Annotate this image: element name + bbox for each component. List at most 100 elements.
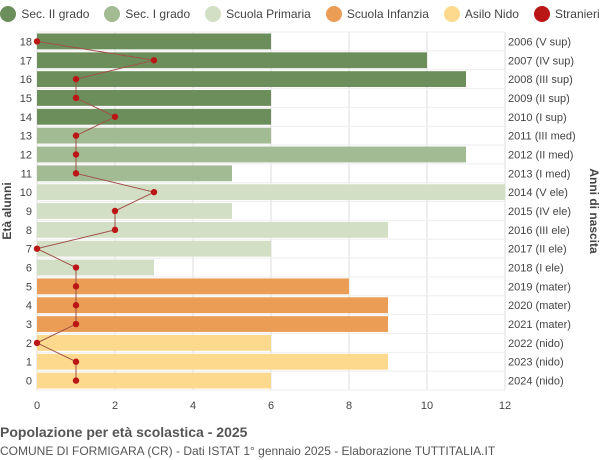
- year-tick-label: 2007 (IV sup): [508, 55, 574, 67]
- bar: [37, 184, 505, 201]
- year-tick-label: 2019 (mater): [508, 281, 571, 293]
- stranieri-point: [72, 377, 80, 384]
- legend-item: Scuola Infanzia: [325, 6, 429, 22]
- year-tick-label: 2010 (I sup): [508, 112, 567, 124]
- x-tick-label: 0: [34, 400, 40, 412]
- age-tick-label: 17: [20, 55, 32, 67]
- age-tick-label: 9: [26, 206, 32, 218]
- bar: [37, 334, 271, 351]
- bar: [37, 297, 388, 314]
- year-tick-label: 2018 (I ele): [508, 263, 564, 275]
- bar: [37, 52, 427, 69]
- legend-swatch: [104, 6, 121, 22]
- year-tick-label: 2022 (nido): [508, 338, 564, 350]
- age-tick-label: 1: [26, 357, 32, 369]
- year-tick-label: 2016 (III ele): [508, 225, 570, 237]
- legend-item: Scuola Primaria: [205, 6, 311, 22]
- stranieri-point: [72, 75, 80, 83]
- stranieri-point: [33, 339, 41, 347]
- age-tick-label: 11: [21, 168, 32, 180]
- stranieri-point: [111, 113, 119, 120]
- legend-label: Stranieri: [554, 7, 600, 21]
- legend-swatch: [0, 6, 17, 22]
- year-tick-label: 2006 (V sup): [508, 36, 571, 48]
- legend-label: Scuola Primaria: [226, 7, 311, 21]
- age-tick-label: 18: [20, 36, 32, 48]
- chart-legend: Sec. II grado Sec. I grado Scuola Primaria…: [0, 6, 600, 22]
- stranieri-point: [111, 207, 119, 215]
- age-tick-label: 15: [20, 93, 32, 105]
- age-tick-label: 7: [26, 244, 32, 256]
- stranieri-point: [72, 94, 80, 102]
- bar: [37, 221, 388, 238]
- age-tick-label: 0: [26, 376, 32, 388]
- bar: [37, 203, 232, 219]
- age-tick-label: 6: [26, 263, 32, 275]
- year-tick-label: 2014 (V ele): [508, 187, 568, 199]
- stranieri-point: [72, 132, 80, 139]
- stranieri-point: [72, 170, 80, 177]
- stranieri-point: [72, 320, 80, 328]
- bar: [37, 278, 349, 295]
- legend-label: Scuola Infanzia: [346, 7, 429, 21]
- year-tick-label: 2013 (I med): [508, 168, 570, 180]
- legend-item: Stranieri: [533, 6, 600, 22]
- chart-subtitle: COMUNE DI FORMIGARA (CR) - Dati ISTAT 1°…: [0, 444, 496, 458]
- year-tick-label: 2011 (III med): [508, 131, 576, 143]
- x-tick-label: 2: [112, 400, 118, 412]
- bar: [37, 240, 271, 257]
- age-tick-label: 10: [20, 187, 32, 199]
- bar: [37, 90, 271, 106]
- age-tick-label: 13: [20, 131, 32, 143]
- legend-item: Sec. II grado: [0, 6, 89, 22]
- stranieri-point: [111, 226, 119, 234]
- age-tick-label: 14: [20, 112, 32, 124]
- legend-item: Sec. I grado: [104, 6, 190, 22]
- stranieri-point: [72, 358, 80, 365]
- age-tick-label: 8: [26, 225, 32, 237]
- legend-label: Sec. II grado: [21, 7, 90, 21]
- age-tick-label: 3: [26, 319, 32, 331]
- year-tick-label: 2020 (mater): [508, 300, 571, 312]
- legend-label: Asilo Nido: [464, 7, 519, 21]
- year-tick-label: 2024 (nido): [508, 376, 564, 388]
- age-tick-label: 16: [20, 74, 32, 86]
- stranieri-point: [33, 38, 41, 45]
- bar: [37, 316, 388, 332]
- year-tick-label: 2021 (mater): [508, 319, 571, 331]
- year-tick-label: 2015 (IV ele): [508, 206, 571, 218]
- stranieri-point: [72, 151, 80, 158]
- y-axis-title: Età alunni: [0, 182, 14, 239]
- x-tick-label: 8: [346, 400, 352, 412]
- x-tick-label: 12: [499, 400, 511, 412]
- year-tick-label: 2017 (II ele): [508, 244, 567, 256]
- x-tick-label: 6: [268, 400, 274, 412]
- legend-swatch: [533, 6, 550, 22]
- age-tick-label: 5: [26, 281, 32, 293]
- bar: [37, 372, 271, 389]
- y-axis-title-right: Anni di nascita: [587, 168, 600, 254]
- bar: [37, 353, 388, 370]
- x-tick-label: 4: [190, 400, 196, 412]
- bar: [37, 146, 466, 163]
- legend-swatch: [325, 6, 342, 22]
- year-tick-label: 2009 (II sup): [508, 93, 570, 105]
- chart-title: Popolazione per età scolastica - 2025: [0, 424, 248, 440]
- age-tick-label: 4: [26, 300, 32, 312]
- stranieri-point: [150, 57, 158, 64]
- stranieri-point: [33, 245, 41, 252]
- stranieri-point: [72, 283, 80, 290]
- legend-item: Asilo Nido: [443, 6, 519, 22]
- stranieri-point: [72, 264, 80, 271]
- year-tick-label: 2023 (nido): [508, 357, 564, 369]
- bar: [37, 108, 271, 125]
- age-tick-label: 2: [26, 338, 32, 350]
- age-tick-label: 12: [20, 149, 32, 161]
- year-tick-label: 2008 (III sup): [508, 74, 573, 86]
- bar: [37, 165, 232, 182]
- year-tick-label: 2012 (II med): [508, 149, 573, 161]
- bar: [37, 33, 271, 50]
- bar: [37, 127, 271, 144]
- legend-swatch: [443, 6, 460, 22]
